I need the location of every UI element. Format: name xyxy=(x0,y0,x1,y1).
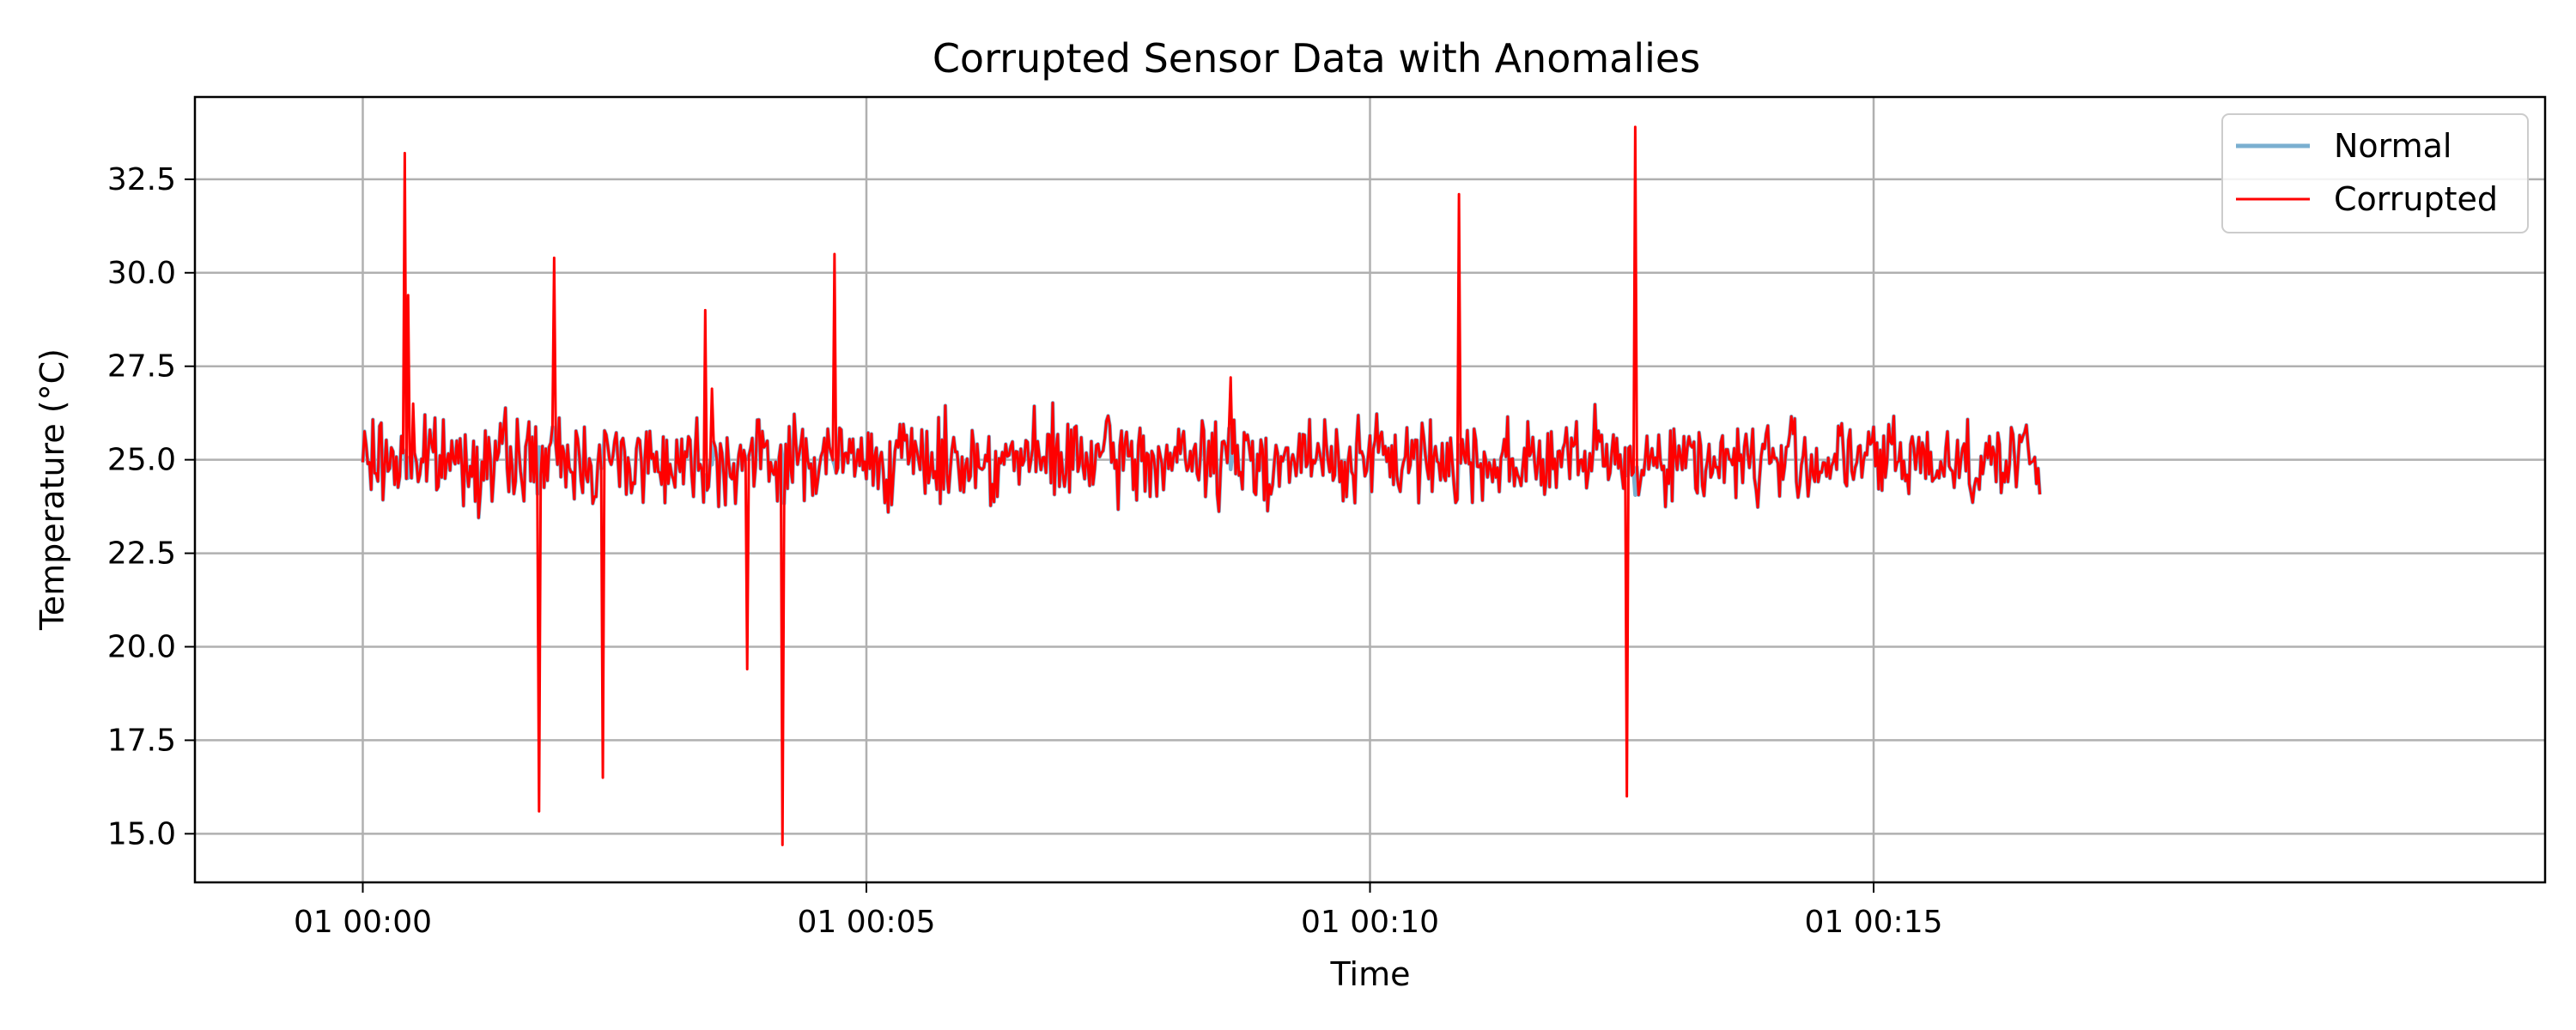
series-line-corrupted xyxy=(361,125,2042,846)
legend-label-normal: Normal xyxy=(2334,127,2452,165)
chart-title: Corrupted Sensor Data with Anomalies xyxy=(933,35,1700,82)
legend: Normal Corrupted xyxy=(2221,113,2529,233)
y-tick-label: 17.5 xyxy=(107,723,176,758)
y-axis-label: Temperature (°C) xyxy=(33,348,71,631)
x-tick-label: 01 00:15 xyxy=(1805,905,1943,940)
x-axis-label: Time xyxy=(1330,955,1411,993)
y-tick-label: 15.0 xyxy=(107,816,176,851)
x-tick-label: 01 00:00 xyxy=(294,905,432,940)
x-tick-label: 01 00:05 xyxy=(798,905,936,940)
y-tick-label: 30.0 xyxy=(107,256,176,291)
x-tick-label: 01 00:10 xyxy=(1301,905,1439,940)
y-tick-label: 25.0 xyxy=(107,443,176,478)
legend-label-corrupted: Corrupted xyxy=(2334,180,2498,218)
series-group xyxy=(361,125,2042,846)
axis-ticks: 01 00:00 01 00:05 01 00:10 01 00:15 15.0 17.5… xyxy=(107,162,1943,940)
y-tick-label: 32.5 xyxy=(107,162,176,197)
y-tick-label: 27.5 xyxy=(107,349,176,385)
y-tick-label: 20.0 xyxy=(107,630,176,665)
y-tick-label: 22.5 xyxy=(107,536,176,572)
